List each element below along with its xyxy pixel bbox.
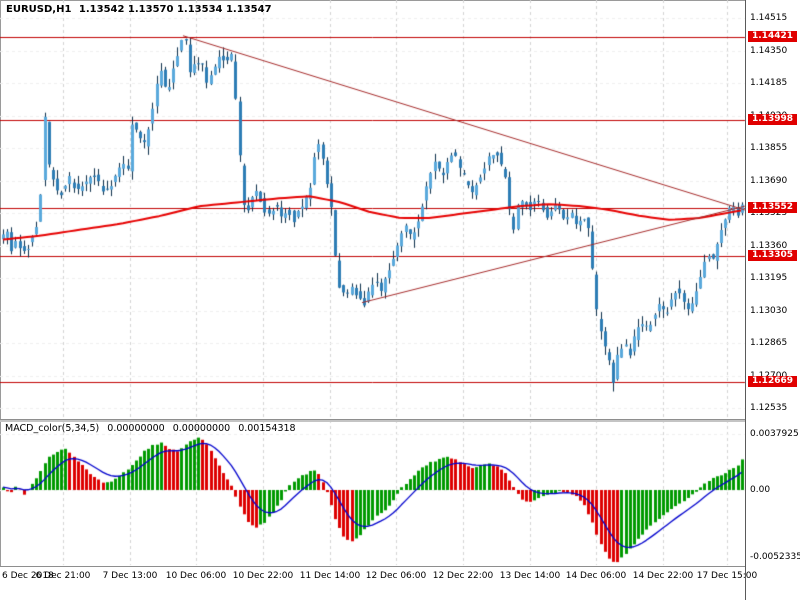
symbol-info: EURUSD,H1 1.13542 1.13570 1.13534 1.1354…: [6, 4, 276, 15]
price-tick-label: 1.13030: [750, 305, 788, 316]
indicator-value-2: 0.00000000: [172, 423, 231, 434]
price-tick-label: 1.13855: [750, 143, 788, 153]
price-level-badge: 1.14421: [748, 30, 797, 42]
time-axis-label: 6 Dec 21:00: [35, 571, 91, 581]
price-tick-label: 1.14350: [750, 45, 788, 56]
time-axis-label: 10 Dec 22:00: [232, 571, 294, 581]
macd-axis-label: -0.0052335: [750, 552, 800, 562]
macd-axis-label: 0.00: [750, 485, 771, 495]
time-axis-label: 13 Dec 14:00: [499, 571, 561, 581]
price-axis[interactable]: 1.145151.143501.141851.140201.138551.136…: [745, 0, 800, 600]
price-tick-label: 1.13195: [750, 273, 788, 283]
price-tick-label: 1.14185: [750, 78, 788, 88]
price-tick-label: 1.12700: [750, 371, 787, 381]
time-axis-label: 11 Dec 14:00: [299, 571, 361, 581]
indicator-header: MACD_color(5,34,5) 0.00000000 0.00000000…: [5, 423, 301, 434]
time-axis[interactable]: 6 Dec 2018 6 Dec 21:00 7 Dec 13:00 10 Dec 0…: [0, 567, 757, 600]
price-tick-label: 1.14515: [750, 13, 788, 23]
axis-separator: [0, 566, 800, 567]
symbol-timeframe-label: EURUSD,H1: [6, 4, 72, 15]
time-axis-label: 17 Dec 15:00: [696, 571, 758, 581]
price-tick-label: 1.13690: [750, 175, 788, 186]
panel-separator[interactable]: [0, 419, 800, 422]
price-level-badge: 1.13305: [748, 250, 797, 262]
time-axis-label: 12 Dec 22:00: [432, 571, 494, 581]
price-tick-label: 1.12535: [750, 403, 788, 413]
macd-axis-label: 0.0037925: [750, 428, 799, 439]
price-level-badge: 1.12669: [748, 375, 797, 387]
time-axis-label: 14 Dec 22:00: [632, 571, 694, 581]
price-tick-label: 1.13525: [750, 208, 788, 218]
time-axis-label: 10 Dec 06:00: [165, 571, 227, 581]
time-axis-label: 6 Dec 2018: [2, 571, 54, 581]
indicator-value-1: 0.00000000: [107, 423, 165, 434]
time-axis-label: 12 Dec 06:00: [365, 571, 427, 581]
price-tick-label: 1.13360: [750, 240, 788, 251]
price-tick-label: 1.12865: [750, 338, 788, 348]
price-level-badge: 1.13998: [748, 113, 797, 125]
indicator-name-label: MACD_color(5,34,5): [5, 423, 100, 434]
time-axis-label: 7 Dec 13:00: [102, 571, 158, 581]
time-axis-label: 14 Dec 06:00: [565, 571, 627, 581]
price-chart-canvas[interactable]: [0, 0, 746, 567]
price-level-badge: 1.13552: [748, 201, 797, 213]
ohlc-quote-label: 1.13542 1.13570 1.13534 1.13547: [78, 4, 272, 15]
indicator-value-3: 0.00154318: [238, 423, 296, 434]
